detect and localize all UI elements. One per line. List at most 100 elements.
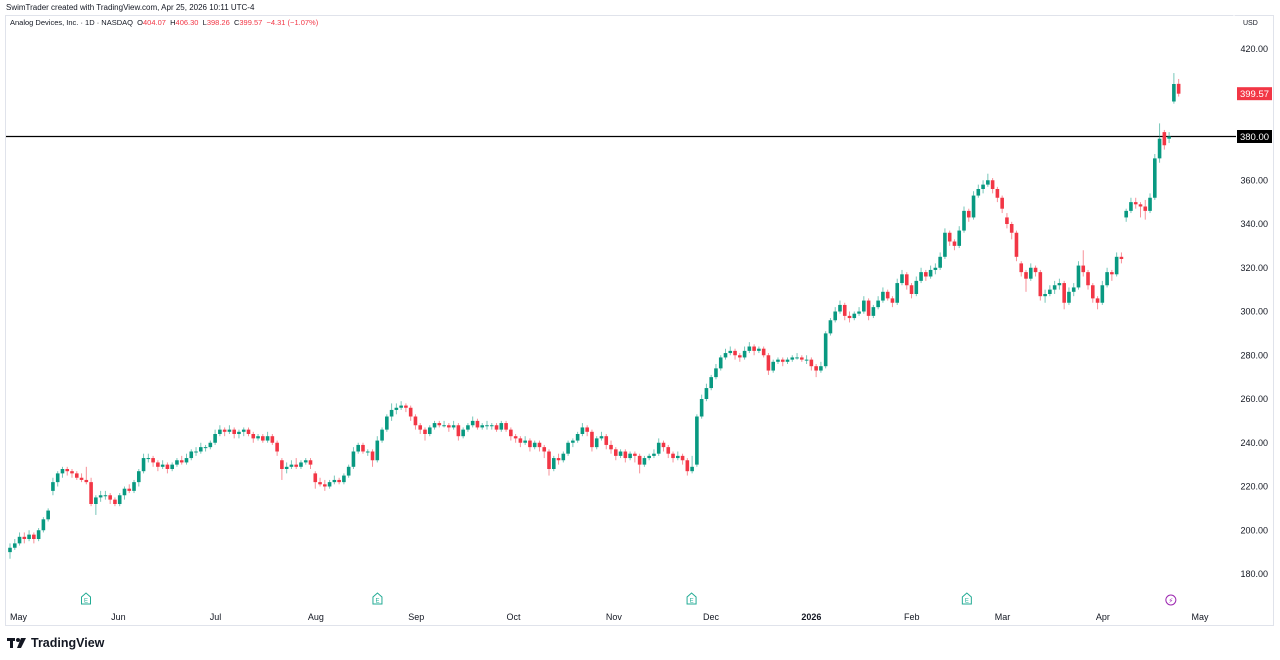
candle-up <box>146 458 151 460</box>
candle-up <box>976 189 981 196</box>
candle-up <box>265 436 270 441</box>
candle-up <box>346 466 351 476</box>
candle-up <box>919 272 923 281</box>
tradingview-logo-icon <box>7 638 26 648</box>
low-value: 398.26 <box>206 18 230 27</box>
candle-down <box>542 447 547 452</box>
y-tick-label: 320.00 <box>1240 263 1268 273</box>
candle-up <box>594 438 599 448</box>
currency-label[interactable]: USD <box>1243 20 1258 27</box>
candle-up <box>857 311 861 314</box>
candle-up <box>723 353 728 358</box>
candle-up <box>785 359 790 362</box>
candle-down <box>761 348 766 356</box>
earnings-icon-label: E <box>375 599 379 605</box>
candle-down <box>909 285 914 294</box>
candle-up <box>804 359 809 361</box>
candle-up <box>1157 138 1162 159</box>
lightning-icon-label: ⚡ <box>1168 597 1173 605</box>
candle-up <box>17 536 22 544</box>
x-tick-label: Dec <box>703 612 720 622</box>
candle-up <box>103 495 108 497</box>
candle-down <box>475 420 480 428</box>
x-tick-label: Sep <box>408 612 424 622</box>
candle-down <box>22 536 27 539</box>
candle-down <box>1119 256 1124 259</box>
candle-up <box>1114 256 1119 275</box>
high-label: H <box>170 18 176 27</box>
candle-down <box>113 499 117 504</box>
candle-up <box>728 350 733 354</box>
candle-up <box>876 300 880 308</box>
candle-down <box>537 442 542 448</box>
candle-down <box>528 440 532 448</box>
candle-up <box>55 473 60 483</box>
candle-up <box>938 256 942 268</box>
candle-down <box>556 458 561 461</box>
candle-down <box>1081 265 1086 273</box>
candle-down <box>1014 232 1019 257</box>
y-tick-label: 220.00 <box>1240 482 1268 492</box>
high-value: 406.30 <box>175 18 199 27</box>
candle-up <box>489 425 494 427</box>
y-tick-label: 420.00 <box>1240 44 1268 54</box>
candle-up <box>289 464 294 467</box>
candle-down <box>1086 272 1090 286</box>
candle-up <box>184 458 189 463</box>
candle-up <box>1167 136 1171 139</box>
candle-up <box>776 359 780 362</box>
chart-pane[interactable] <box>5 15 1274 626</box>
candle-down <box>809 359 814 367</box>
candle-up <box>676 455 680 459</box>
x-tick-label: Jun <box>111 612 126 622</box>
candle-down <box>518 438 523 443</box>
candle-up <box>36 530 41 539</box>
candle-down <box>151 458 155 463</box>
symbol-name: Analog Devices, Inc. · 1D · NASDAQ <box>10 18 133 27</box>
candle-up <box>551 458 556 469</box>
candle-down <box>995 189 1000 198</box>
candle-down <box>222 429 227 432</box>
candle-up <box>466 425 470 430</box>
candle-down <box>313 473 318 483</box>
candle-up <box>838 304 842 312</box>
candle-up <box>833 311 838 321</box>
candle-up <box>1148 197 1152 211</box>
candle-down <box>990 180 995 189</box>
candle-down <box>585 427 589 432</box>
close-label: C <box>233 18 240 27</box>
candle-up <box>27 534 31 539</box>
x-tick-label: May <box>10 612 28 622</box>
candle-down <box>885 291 890 299</box>
candle-down <box>904 274 909 286</box>
candle-down <box>84 479 89 483</box>
candle-up <box>1105 272 1109 286</box>
x-tick-label: Apr <box>1096 612 1110 622</box>
candle-down <box>447 425 451 428</box>
candle-up <box>46 510 50 520</box>
earnings-icon-label: E <box>690 599 694 605</box>
candle-up <box>828 320 833 334</box>
candle-up <box>900 274 904 284</box>
candle-up <box>914 280 919 294</box>
candle-up <box>819 366 823 371</box>
earnings-icon-label: E <box>84 599 88 605</box>
candle-up <box>60 469 65 474</box>
candle-up <box>380 429 384 441</box>
brand-name: TradingView <box>31 636 105 650</box>
candle-up <box>194 451 198 453</box>
candle-up <box>747 346 752 351</box>
candle-up <box>943 232 947 257</box>
earnings-icon <box>961 592 972 605</box>
low-label: L <box>202 18 207 27</box>
candle-up <box>451 425 456 428</box>
candle-down <box>890 298 895 303</box>
candle-up <box>928 269 933 277</box>
candle-up <box>480 425 485 428</box>
earnings-icon-label: E <box>965 599 969 605</box>
candle-up <box>1153 158 1157 198</box>
x-tick-label: Oct <box>506 612 521 622</box>
candle-down <box>1090 285 1095 299</box>
candle-up <box>862 300 866 312</box>
